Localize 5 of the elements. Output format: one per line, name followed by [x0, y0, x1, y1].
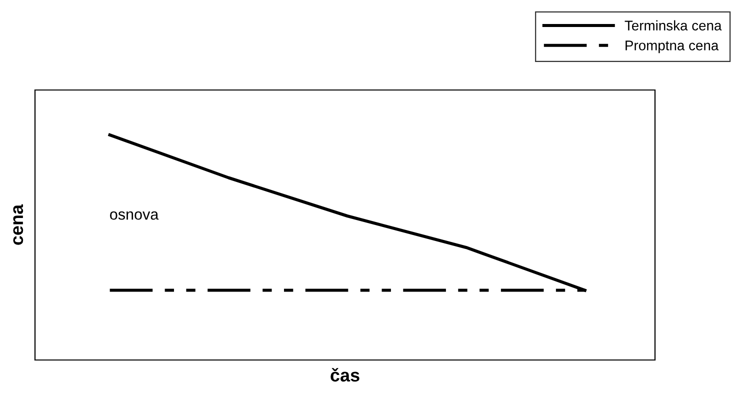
x-axis-title: čas	[330, 368, 360, 382]
legend-label: Terminska cena	[624, 20, 722, 30]
legend-label: Promptna cena	[626, 40, 719, 54]
annotation: osnova	[110, 211, 159, 220]
y-axis-title: cena	[13, 204, 24, 245]
